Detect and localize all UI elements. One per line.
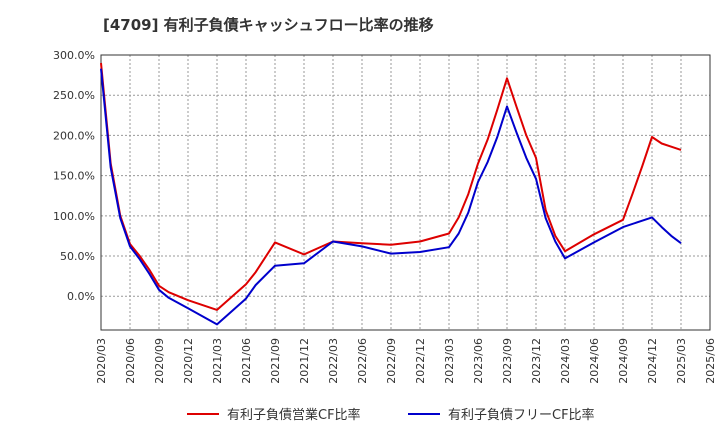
x-tick-label: 2020/09 [153,338,166,384]
legend-swatch-blue [408,412,440,415]
x-tick-label: 2022/09 [385,338,398,384]
y-tick-label: 100.0% [53,210,95,223]
x-tick-label: 2021/12 [298,338,311,384]
x-tick-label: 2022/12 [414,338,427,384]
x-tick-label: 2020/12 [182,338,195,384]
x-tick-label: 2024/12 [646,338,659,384]
series-line-operating-cf [100,62,682,311]
x-tick-label: 2022/03 [327,338,340,384]
chart-legend: 有利子負債営業CF比率 有利子負債フリーCF比率 [0,404,720,428]
y-tick-label: 150.0% [53,170,95,183]
plot-frame [100,54,711,331]
x-tick-label: 2023/03 [443,338,456,384]
x-tick-label: 2021/06 [240,338,253,384]
x-tick-label: 2022/06 [356,338,369,384]
x-tick-label: 2023/12 [530,338,543,384]
legend-item-operating-cf: 有利子負債営業CF比率 [187,404,361,423]
legend-swatch-red [187,412,219,415]
x-tick-label: 2024/03 [559,338,572,384]
x-tick-label: 2025/06 [704,338,717,384]
series-line-free-cf [100,68,682,326]
y-tick-label: 0.0% [67,290,95,303]
x-tick-label: 2024/06 [588,338,601,384]
x-tick-label: 2023/09 [501,338,514,384]
y-tick-label: 300.0% [53,49,95,62]
y-tick-label: 50.0% [60,250,95,263]
x-tick-label: 2020/03 [95,338,108,384]
legend-label-operating-cf: 有利子負債営業CF比率 [227,408,361,423]
chart-title: [4709] 有利子負債キャッシュフロー比率の推移 [103,16,434,34]
legend-label-free-cf: 有利子負債フリーCF比率 [448,408,595,423]
x-tick-label: 2021/09 [269,338,282,384]
y-tick-label: 200.0% [53,129,95,142]
legend-item-free-cf: 有利子負債フリーCF比率 [408,404,595,423]
x-tick-label: 2021/03 [211,338,224,384]
y-tick-label: 250.0% [53,89,95,102]
x-tick-label: 2024/09 [617,338,630,384]
x-tick-label: 2023/06 [472,338,485,384]
x-tick-label: 2020/06 [124,338,137,384]
x-tick-label: 2025/03 [675,338,688,384]
